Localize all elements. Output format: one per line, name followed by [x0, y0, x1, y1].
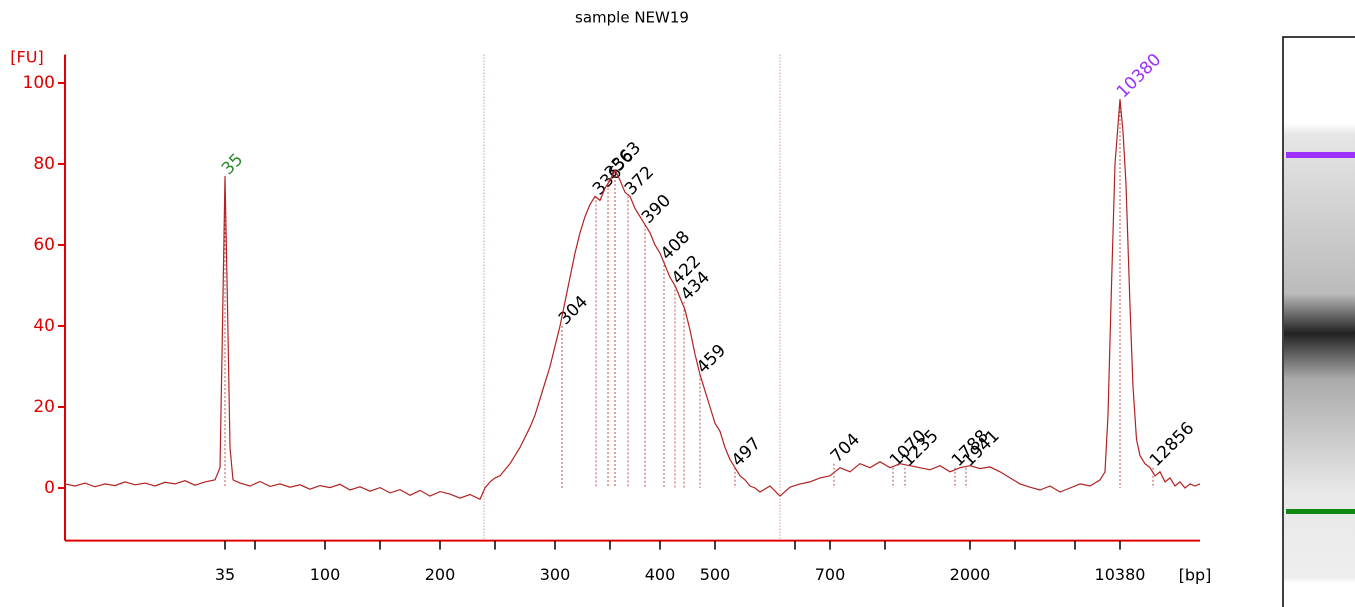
y-tick-label: 40	[33, 316, 55, 336]
x-tick-label: 200	[425, 565, 456, 584]
y-tick-label: 100	[23, 73, 55, 93]
x-tick-label: 300	[540, 565, 571, 584]
gel-lane	[1282, 36, 1355, 607]
peak-label: 35	[218, 150, 247, 179]
peak-label: 459	[693, 341, 730, 378]
x-tick-label: 400	[645, 565, 676, 584]
x-tick-label: 10380	[1095, 565, 1146, 584]
y-tick-label: 20	[33, 397, 55, 417]
peak-label: 12856	[1146, 418, 1198, 470]
trace	[64, 99, 1201, 501]
lower-marker-band	[1286, 509, 1355, 514]
y-axis-label: [FU]	[10, 48, 43, 67]
y-tick-label: 0	[44, 478, 55, 498]
x-tick-label: 100	[310, 565, 341, 584]
peak-label: 10380	[1113, 50, 1165, 102]
x-tick-label: 2000	[950, 565, 991, 584]
y-tick-label: 80	[33, 154, 55, 174]
x-axis-label: [bp]	[1179, 566, 1212, 585]
plot-area: 0 20 40 60 80 100 35 100 200 300 400 500 700 2000 1038…	[23, 50, 1201, 584]
x-tick-label: 35	[215, 565, 235, 584]
y-tick-label: 60	[33, 235, 55, 255]
x-tick-label: 700	[815, 565, 846, 584]
chart-title: sample NEW19	[575, 9, 689, 27]
upper-marker-band	[1286, 152, 1355, 158]
peak-label: 704	[827, 430, 864, 467]
x-tick-label: 500	[700, 565, 731, 584]
lane-smear	[1284, 38, 1355, 606]
